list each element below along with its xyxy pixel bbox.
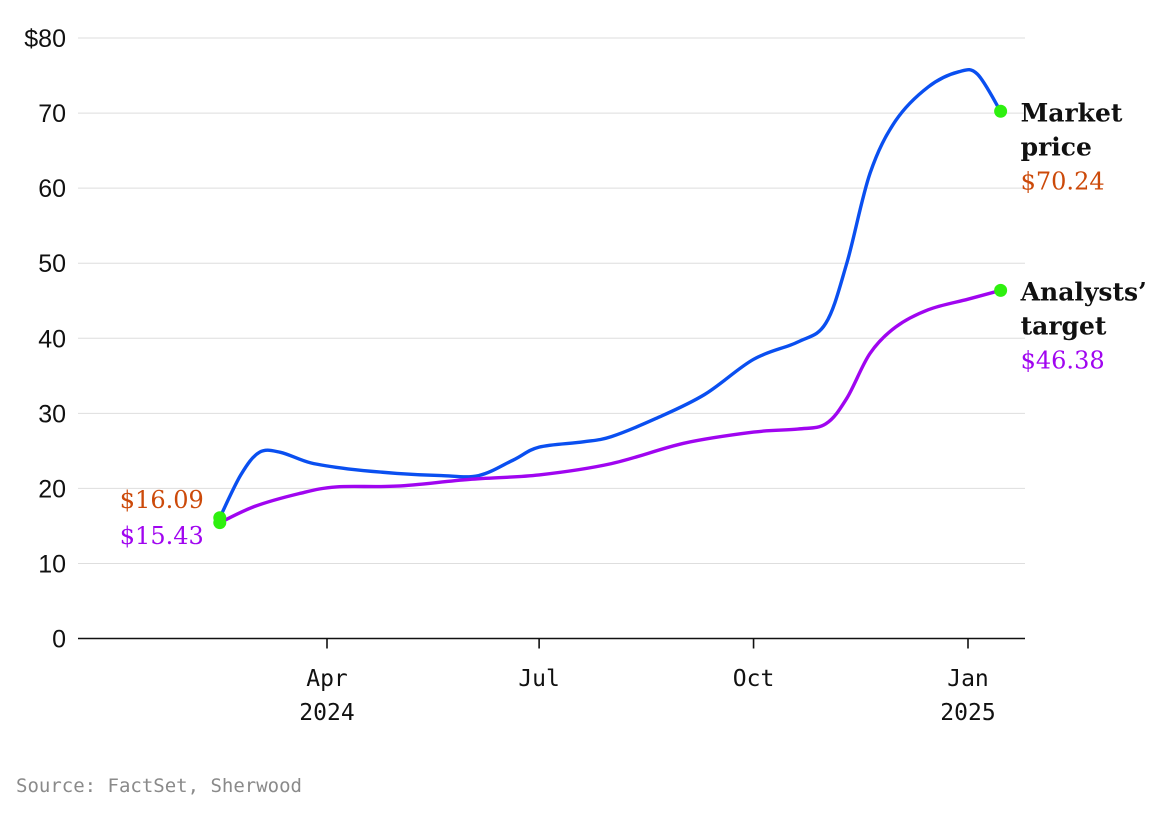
series-name-market-price: Market (1021, 98, 1123, 127)
y-tick-label: 10 (38, 550, 66, 578)
y-tick-label: 60 (38, 175, 66, 203)
series-name-analysts-target: Analysts’ (1020, 277, 1147, 306)
x-tick-label: Oct (733, 666, 775, 692)
x-tick-year-label: 2024 (299, 700, 354, 726)
source-note: Source: FactSet, Sherwood (16, 775, 302, 797)
start-value-market-price: $16.09 (120, 486, 204, 514)
series-line-market-price (218, 67, 1003, 520)
series-line-analysts-target (218, 288, 1003, 525)
y-tick-label: 70 (38, 100, 66, 128)
x-tick-label: Apr (306, 666, 348, 692)
y-tick-label: 50 (38, 250, 66, 278)
x-tick-label: Jul (518, 666, 560, 692)
x-tick-year-label: 2025 (940, 700, 995, 726)
y-tick-label: $80 (24, 25, 66, 53)
y-tick-label: 0 (52, 626, 66, 654)
series-lines (213, 67, 1008, 530)
series-name-analysts-target: target (1021, 311, 1107, 340)
x-tick-label: Jan (947, 666, 989, 692)
end-value-market-price: $70.24 (1021, 167, 1105, 195)
series-name-market-price: price (1021, 132, 1092, 161)
y-tick-label: 30 (38, 400, 66, 428)
series-labels: Market price $70.24 Analysts’ target $46.38 $1… (120, 98, 1147, 550)
gridlines (78, 37, 1025, 564)
start-marker-analysts-target (213, 516, 227, 530)
y-tick-label: 20 (38, 475, 66, 503)
x-axis-ticks: Apr 2024 Jul Oct Jan 2025 (299, 638, 996, 726)
y-tick-label: 40 (38, 325, 66, 353)
start-value-analysts-target: $15.43 (120, 522, 204, 550)
y-axis-ticks: $80 70 60 50 40 30 20 10 0 (24, 25, 66, 654)
end-value-analysts-target: $46.38 (1021, 346, 1105, 374)
end-marker-market-price (994, 104, 1008, 118)
end-marker-analysts-target (994, 283, 1008, 297)
